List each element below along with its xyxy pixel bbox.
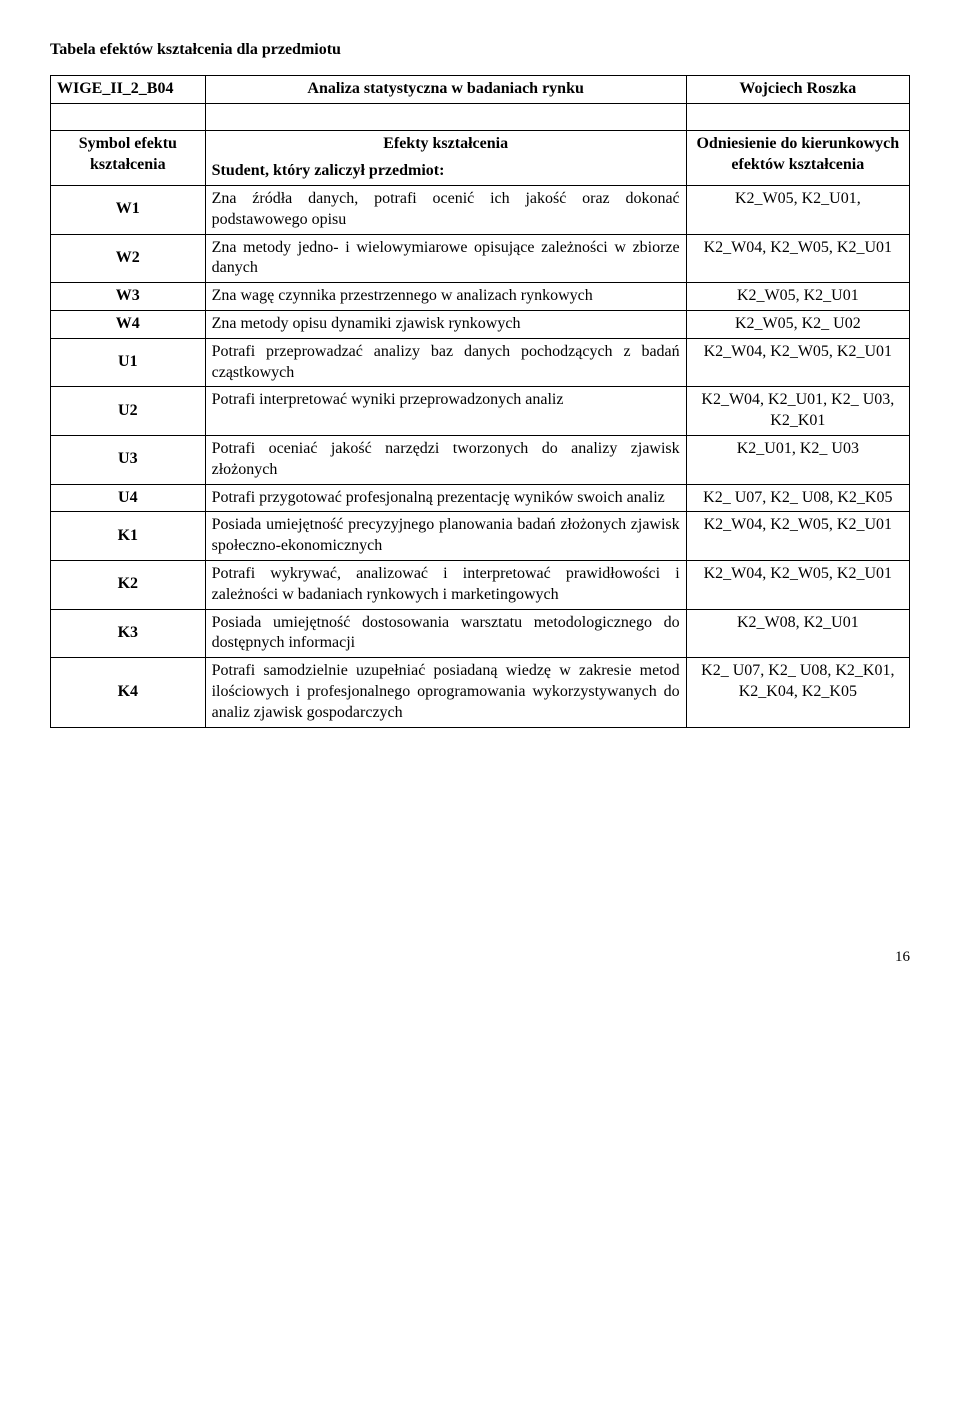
page-heading: Tabela efektów kształcenia dla przedmiot… [50, 40, 910, 61]
description-cell: Zna metody jedno- i wielowymiarowe opisu… [205, 234, 686, 283]
symbol-cell: W4 [51, 310, 206, 338]
header-effects-line1: Efekty kształcenia [212, 134, 680, 155]
table-row: K4Potrafi samodzielnie uzupełniać posiad… [51, 658, 910, 727]
effects-table: WIGE_II_2_B04 Analiza statystyczna w bad… [50, 75, 910, 728]
header-effects-line2: Student, który zaliczył przedmiot: [212, 161, 680, 182]
header-row: Symbol efektu kształcenia Efekty kształc… [51, 131, 910, 186]
page-number: 16 [50, 948, 910, 968]
course-row: WIGE_II_2_B04 Analiza statystyczna w bad… [51, 75, 910, 103]
header-effects: Efekty kształcenia Student, który zalicz… [205, 131, 686, 186]
reference-cell: K2_W05, K2_U01 [686, 283, 909, 311]
description-cell: Potrafi interpretować wyniki przeprowadz… [205, 387, 686, 436]
table-row: W1Zna źródła danych, potrafi ocenić ich … [51, 185, 910, 234]
reference-cell: K2_W04, K2_U01, K2_ U03, K2_K01 [686, 387, 909, 436]
symbol-cell: K4 [51, 658, 206, 727]
reference-cell: K2_ U07, K2_ U08, K2_K01, K2_K04, K2_K05 [686, 658, 909, 727]
table-row: U4Potrafi przygotować profesjonalną prez… [51, 484, 910, 512]
description-cell: Potrafi samodzielnie uzupełniać posiadan… [205, 658, 686, 727]
description-cell: Potrafi wykrywać, analizować i interpret… [205, 560, 686, 609]
reference-cell: K2_W08, K2_U01 [686, 609, 909, 658]
symbol-cell: U4 [51, 484, 206, 512]
spacer-cell [51, 103, 206, 131]
table-row: K3Posiada umiejętność dostosowania warsz… [51, 609, 910, 658]
reference-cell: K2_W04, K2_W05, K2_U01 [686, 512, 909, 561]
description-cell: Zna wagę czynnika przestrzennego w anali… [205, 283, 686, 311]
symbol-cell: U1 [51, 338, 206, 387]
symbol-cell: U2 [51, 387, 206, 436]
description-cell: Zna metody opisu dynamiki zjawisk rynkow… [205, 310, 686, 338]
reference-cell: K2_W05, K2_U01, [686, 185, 909, 234]
description-cell: Zna źródła danych, potrafi ocenić ich ja… [205, 185, 686, 234]
description-cell: Posiada umiejętność precyzyjnego planowa… [205, 512, 686, 561]
table-row: W2Zna metody jedno- i wielowymiarowe opi… [51, 234, 910, 283]
table-row: K1Posiada umiejętność precyzyjnego plano… [51, 512, 910, 561]
reference-cell: K2_W04, K2_W05, K2_U01 [686, 560, 909, 609]
reference-cell: K2_U01, K2_ U03 [686, 435, 909, 484]
reference-cell: K2_W04, K2_W05, K2_U01 [686, 338, 909, 387]
header-reference: Odniesienie do kierunkowych efektów kszt… [686, 131, 909, 186]
symbol-cell: K2 [51, 560, 206, 609]
table-row: U3Potrafi oceniać jakość narzędzi tworzo… [51, 435, 910, 484]
course-code: WIGE_II_2_B04 [51, 75, 206, 103]
header-symbol: Symbol efektu kształcenia [51, 131, 206, 186]
table-row: U1Potrafi przeprowadzać analizy baz dany… [51, 338, 910, 387]
reference-cell: K2_ U07, K2_ U08, K2_K05 [686, 484, 909, 512]
symbol-cell: W1 [51, 185, 206, 234]
spacer-row [51, 103, 910, 131]
symbol-cell: U3 [51, 435, 206, 484]
symbol-cell: W2 [51, 234, 206, 283]
symbol-cell: K3 [51, 609, 206, 658]
table-row: K2Potrafi wykrywać, analizować i interpr… [51, 560, 910, 609]
reference-cell: K2_W04, K2_W05, K2_U01 [686, 234, 909, 283]
description-cell: Potrafi oceniać jakość narzędzi tworzony… [205, 435, 686, 484]
table-row: W3Zna wagę czynnika przestrzennego w ana… [51, 283, 910, 311]
spacer-cell [686, 103, 909, 131]
description-cell: Potrafi przygotować profesjonalną prezen… [205, 484, 686, 512]
description-cell: Posiada umiejętność dostosowania warszta… [205, 609, 686, 658]
course-title: Analiza statystyczna w badaniach rynku [205, 75, 686, 103]
reference-cell: K2_W05, K2_ U02 [686, 310, 909, 338]
symbol-cell: W3 [51, 283, 206, 311]
table-row: W4Zna metody opisu dynamiki zjawisk rynk… [51, 310, 910, 338]
course-instructor: Wojciech Roszka [686, 75, 909, 103]
description-cell: Potrafi przeprowadzać analizy baz danych… [205, 338, 686, 387]
symbol-cell: K1 [51, 512, 206, 561]
spacer-cell [205, 103, 686, 131]
table-row: U2Potrafi interpretować wyniki przeprowa… [51, 387, 910, 436]
